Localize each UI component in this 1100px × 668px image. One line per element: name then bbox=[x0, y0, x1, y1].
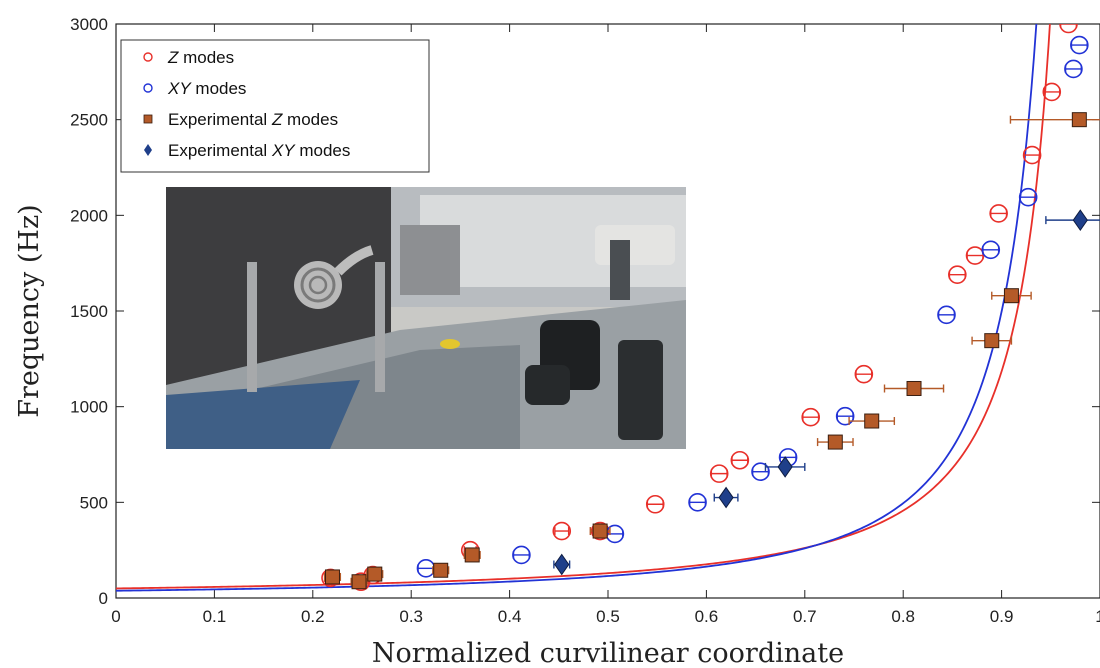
fit-curves bbox=[116, 24, 1051, 592]
legend-marker bbox=[143, 83, 153, 93]
data-point bbox=[1064, 59, 1083, 79]
x-tick-label: 0.7 bbox=[793, 607, 817, 626]
data-point bbox=[433, 562, 449, 578]
x-tick-label: 0.2 bbox=[301, 607, 325, 626]
data-point bbox=[1018, 187, 1038, 207]
data-point bbox=[592, 523, 608, 539]
data-point bbox=[709, 464, 729, 483]
z-fit-curve bbox=[116, 24, 1051, 590]
legend: Z modes XY modes Experimental Z modes Exper… bbox=[120, 39, 430, 173]
y-ticks: 0 500 1000 1500 2000 2500 3000 bbox=[70, 15, 1100, 608]
axis-titles: Normalized curvilinear coordinate Freque… bbox=[14, 204, 844, 668]
data-point bbox=[688, 493, 707, 512]
y-tick-label: 2500 bbox=[70, 111, 108, 130]
data-point bbox=[989, 204, 1008, 223]
x-ticks: 0 0.1 0.2 0.3 0.4 0.5 0.6 0.7 0.8 0.9 1 bbox=[111, 24, 1100, 626]
x-tick-label: 0 bbox=[111, 607, 120, 626]
legend-label: Z modes bbox=[167, 48, 234, 67]
data-point bbox=[835, 406, 855, 426]
y-tick-label: 500 bbox=[80, 493, 108, 512]
x-tick-label: 0.1 bbox=[203, 607, 227, 626]
data-point bbox=[512, 545, 531, 565]
legend-box bbox=[120, 39, 430, 173]
y-tick-label: 0 bbox=[99, 589, 108, 608]
x-axis-label: Normalized curvilinear coordinate bbox=[372, 638, 844, 668]
legend-marker bbox=[143, 114, 153, 124]
data-point bbox=[864, 413, 880, 429]
legend-label: Experimental Z modes bbox=[168, 110, 338, 129]
data-point bbox=[1070, 35, 1089, 55]
legend-marker bbox=[143, 52, 153, 62]
data-point bbox=[854, 364, 874, 384]
data-point bbox=[948, 265, 967, 284]
data-point bbox=[324, 569, 340, 585]
x-tick-label: 0.3 bbox=[399, 607, 423, 626]
data-point bbox=[906, 380, 922, 396]
data-point bbox=[645, 494, 665, 514]
data-point bbox=[730, 450, 750, 470]
x-tick-label: 0.8 bbox=[891, 607, 915, 626]
data-series bbox=[321, 24, 1100, 592]
data-point bbox=[554, 553, 570, 576]
data-point bbox=[351, 574, 367, 590]
x-tick-label: 0.4 bbox=[498, 607, 522, 626]
data-point bbox=[984, 333, 1000, 349]
data-point bbox=[464, 547, 480, 563]
y-tick-label: 1000 bbox=[70, 398, 108, 417]
data-point bbox=[367, 566, 383, 582]
x-tick-label: 0.5 bbox=[596, 607, 620, 626]
legend-label: XY modes bbox=[167, 79, 246, 98]
data-point bbox=[777, 456, 793, 478]
data-point bbox=[718, 486, 734, 509]
data-point bbox=[1042, 82, 1062, 102]
data-point bbox=[1003, 288, 1019, 304]
data-point bbox=[1059, 24, 1078, 34]
legend-label: Experimental XY modes bbox=[168, 141, 350, 160]
x-tick-label: 0.9 bbox=[990, 607, 1014, 626]
y-tick-label: 3000 bbox=[70, 15, 108, 34]
data-point bbox=[751, 462, 770, 482]
legend-marker bbox=[144, 144, 152, 156]
xy-fit-curve bbox=[116, 24, 1038, 592]
data-point bbox=[1072, 209, 1088, 231]
data-point bbox=[981, 240, 1001, 260]
data-point bbox=[1071, 112, 1087, 128]
data-point bbox=[1022, 145, 1042, 165]
x-tick-label: 1 bbox=[1095, 607, 1100, 626]
x-tick-label: 0.6 bbox=[695, 607, 719, 626]
data-point bbox=[827, 434, 843, 450]
y-axis-label: Frequency (Hz) bbox=[14, 204, 45, 417]
y-tick-label: 1500 bbox=[70, 302, 108, 321]
data-point bbox=[801, 407, 821, 427]
y-tick-label: 2000 bbox=[70, 206, 108, 225]
inset-photo bbox=[166, 187, 686, 449]
data-point bbox=[552, 521, 572, 541]
data-point bbox=[937, 305, 956, 325]
